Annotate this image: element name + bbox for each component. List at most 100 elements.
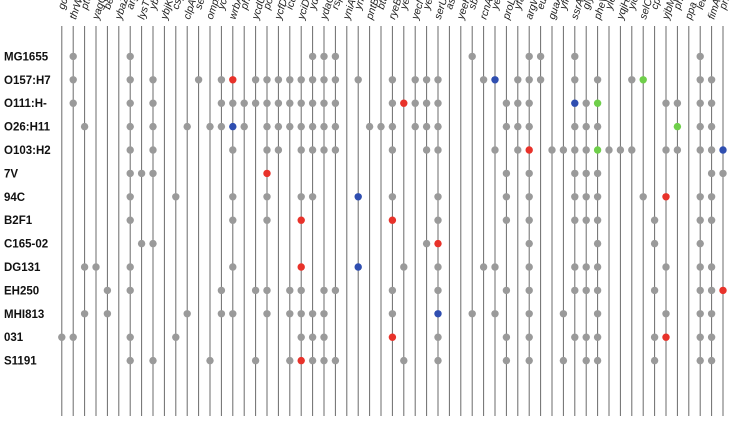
presence-dot [297, 286, 305, 295]
gene-label-ppa: ppa [682, 0, 699, 21]
presence-dot [707, 333, 716, 341]
presence-dot [422, 239, 431, 248]
presence-dot [559, 356, 568, 365]
presence-dot [548, 146, 556, 154]
presence-dot [320, 356, 328, 365]
presence-dot [502, 193, 511, 201]
presence-dot [525, 216, 533, 224]
gene-label-yecA: yecA [420, 0, 439, 12]
presence-dot [297, 333, 305, 341]
gene-label-yleX: yleX [603, 0, 621, 12]
presence-dot [149, 76, 157, 84]
presence-dot [388, 146, 397, 154]
presence-dot [639, 76, 647, 84]
gene-label-sbcB: sbcB [466, 0, 485, 11]
gene-label-ptwF: ptwF [78, 0, 97, 12]
presence-dot [80, 122, 89, 131]
gene-lines [61, 26, 724, 416]
presence-dot [308, 122, 317, 131]
presence-dot [126, 146, 134, 154]
presence-dot [388, 333, 397, 341]
presence-dot [514, 76, 522, 84]
presence-dot [274, 122, 283, 131]
strain-label: 7V [4, 168, 18, 180]
presence-dot [434, 263, 442, 271]
strain-label: MG1655 [4, 51, 49, 63]
presence-dot [696, 356, 704, 365]
presence-dot [696, 52, 704, 61]
presence-dot [274, 146, 283, 154]
presence-dot [707, 146, 716, 154]
presence-dot [673, 99, 682, 107]
presence-dot [571, 193, 579, 201]
presence-dot [331, 122, 340, 131]
presence-dot [434, 122, 442, 131]
presence-dot [525, 356, 533, 365]
presence-dot [217, 122, 226, 131]
presence-dot [582, 356, 590, 365]
presence-dot [525, 52, 533, 61]
gene-label-glyU: glyU [580, 0, 598, 11]
presence-dot [525, 310, 533, 318]
presence-dot [297, 356, 305, 365]
presence-dot [377, 122, 385, 131]
presence-dot [707, 99, 716, 107]
presence-dot [593, 169, 602, 178]
presence-dot [251, 99, 260, 107]
presence-dot [502, 216, 511, 224]
gene-label-ydaK: ydaK [306, 0, 325, 12]
gene-label-icdA: icdA [284, 0, 302, 11]
presence-dot [69, 76, 77, 84]
presence-dot [707, 169, 716, 178]
presence-dot [559, 146, 568, 154]
presence-dots [58, 52, 727, 365]
presence-dot [662, 310, 670, 318]
presence-dot [229, 122, 237, 131]
presence-dot [582, 193, 590, 201]
presence-dot [434, 193, 442, 201]
gene-label-yicC: yicC [625, 0, 643, 12]
presence-dot [320, 286, 328, 295]
presence-dot [172, 193, 180, 201]
presence-dot [525, 146, 533, 154]
presence-dot [388, 193, 397, 201]
presence-dot [229, 146, 237, 154]
strain-label: C165-02 [4, 239, 48, 251]
presence-dot [137, 169, 146, 178]
presence-dot [354, 76, 362, 84]
presence-dot [696, 286, 704, 295]
gene-label-leuX: leuX [694, 0, 712, 11]
strain-label: O26:H11 [4, 122, 51, 134]
presence-dot [696, 146, 704, 154]
presence-dot [126, 286, 134, 295]
gene-label-prfC: prfC [717, 0, 734, 12]
presence-dot [297, 216, 305, 224]
gene-label-cspD: cspD [170, 0, 189, 11]
presence-dot [502, 122, 511, 131]
presence-dot [92, 263, 100, 271]
presence-dot [639, 193, 647, 201]
presence-dot [388, 122, 397, 131]
presence-dot [286, 286, 294, 295]
strain-label: EH250 [4, 285, 39, 297]
presence-dot [514, 146, 522, 154]
presence-dot [229, 216, 237, 224]
presence-dot [320, 333, 328, 341]
gene-label-betA: betA [101, 0, 119, 11]
presence-dot [400, 99, 408, 107]
presence-dot [719, 286, 727, 295]
presence-dot [149, 146, 157, 154]
presence-dot [217, 99, 226, 107]
presence-dot [719, 169, 727, 178]
presence-dot [263, 310, 271, 318]
presence-dot [719, 146, 727, 154]
presence-dot [183, 122, 191, 131]
presence-dot [69, 333, 77, 341]
presence-dot [525, 333, 533, 341]
presence-dot [263, 99, 271, 107]
gene-label-yfaT: yfaT [511, 0, 530, 12]
presence-dot [388, 216, 397, 224]
presence-dot [354, 193, 362, 201]
presence-dot [286, 310, 294, 318]
presence-dot [593, 239, 602, 248]
